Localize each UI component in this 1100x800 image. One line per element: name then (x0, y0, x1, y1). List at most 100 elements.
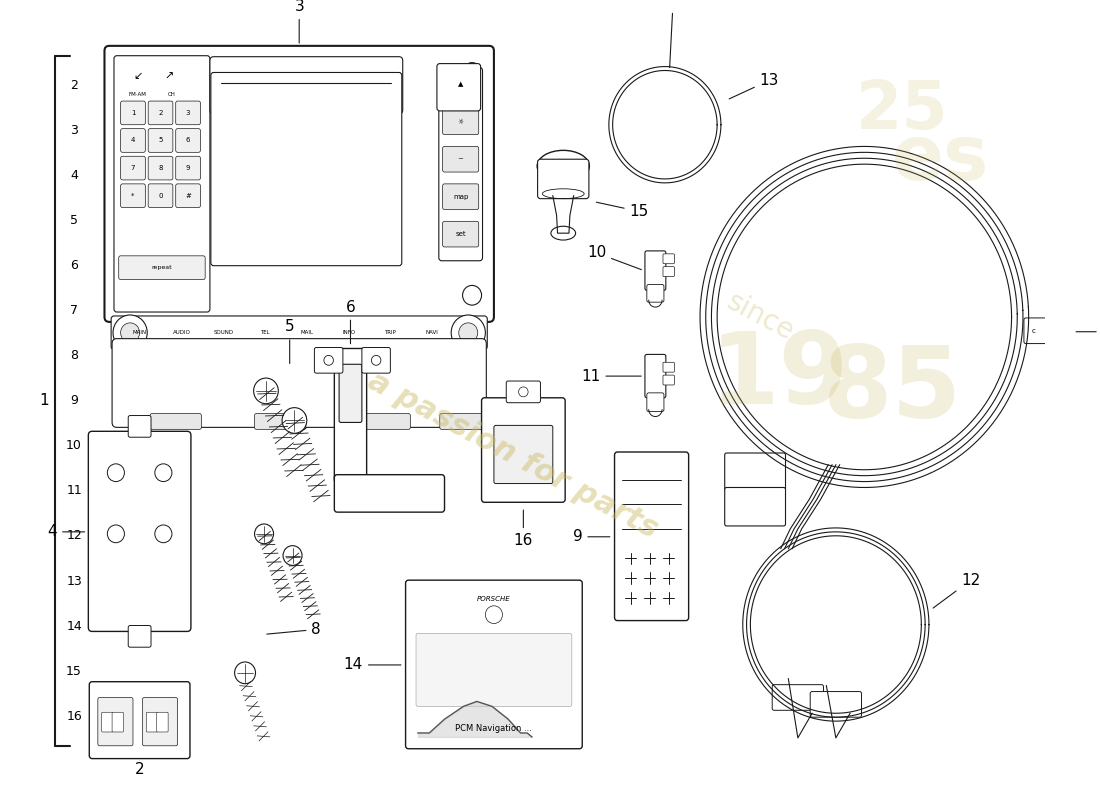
FancyBboxPatch shape (663, 362, 674, 372)
Text: 5: 5 (158, 138, 163, 143)
Text: set: set (455, 231, 466, 237)
FancyBboxPatch shape (176, 156, 200, 180)
Circle shape (121, 323, 140, 342)
Text: TEL: TEL (261, 330, 270, 335)
Text: PORSCHE: PORSCHE (477, 596, 510, 602)
Text: 15: 15 (596, 202, 649, 219)
Text: es: es (892, 122, 989, 196)
Text: 3: 3 (186, 110, 190, 116)
Text: CH: CH (168, 92, 176, 97)
FancyBboxPatch shape (146, 712, 157, 732)
Text: c: c (1032, 328, 1035, 334)
Circle shape (463, 286, 482, 305)
Circle shape (485, 606, 503, 623)
FancyBboxPatch shape (315, 347, 343, 373)
Text: 10: 10 (587, 246, 641, 270)
Text: AUDIO: AUDIO (173, 330, 190, 335)
FancyBboxPatch shape (772, 685, 824, 710)
Circle shape (518, 387, 528, 397)
Text: ~: ~ (458, 156, 463, 162)
Circle shape (108, 464, 124, 482)
FancyBboxPatch shape (121, 101, 145, 125)
Text: 7: 7 (131, 165, 135, 171)
Text: 11: 11 (581, 369, 641, 384)
Text: 13: 13 (729, 73, 779, 99)
FancyBboxPatch shape (148, 156, 173, 180)
Text: FM·AM: FM·AM (129, 92, 146, 97)
Text: 2: 2 (70, 78, 78, 92)
FancyBboxPatch shape (359, 414, 410, 430)
FancyBboxPatch shape (647, 393, 664, 411)
FancyBboxPatch shape (89, 682, 190, 758)
FancyBboxPatch shape (148, 101, 173, 125)
FancyBboxPatch shape (148, 184, 173, 207)
Text: a passion for parts: a passion for parts (363, 366, 663, 544)
Text: 4: 4 (70, 169, 78, 182)
FancyBboxPatch shape (129, 415, 151, 438)
FancyBboxPatch shape (615, 452, 689, 621)
Text: 9: 9 (573, 530, 609, 544)
FancyBboxPatch shape (176, 184, 200, 207)
Text: MAIL: MAIL (300, 330, 313, 335)
FancyBboxPatch shape (663, 254, 674, 264)
FancyBboxPatch shape (156, 712, 168, 732)
Circle shape (282, 408, 307, 434)
FancyBboxPatch shape (442, 222, 478, 247)
Text: 5: 5 (285, 319, 295, 363)
Text: 85: 85 (823, 342, 962, 439)
Circle shape (463, 62, 482, 82)
Text: 8: 8 (70, 349, 78, 362)
Text: 14: 14 (66, 619, 82, 633)
Circle shape (323, 355, 333, 366)
Text: map: map (453, 194, 469, 200)
FancyBboxPatch shape (442, 184, 478, 210)
Text: 16: 16 (66, 710, 82, 722)
FancyBboxPatch shape (129, 626, 151, 647)
FancyBboxPatch shape (114, 56, 210, 312)
Text: ▲: ▲ (458, 82, 463, 87)
FancyBboxPatch shape (334, 349, 366, 482)
Circle shape (372, 355, 381, 366)
Text: 6: 6 (186, 138, 190, 143)
Text: 8: 8 (158, 165, 163, 171)
FancyBboxPatch shape (406, 580, 582, 749)
FancyBboxPatch shape (1050, 318, 1075, 343)
FancyBboxPatch shape (538, 159, 588, 198)
FancyBboxPatch shape (439, 67, 483, 261)
FancyBboxPatch shape (98, 698, 133, 746)
Circle shape (155, 464, 172, 482)
Text: repeat: repeat (151, 265, 172, 270)
FancyBboxPatch shape (121, 184, 145, 207)
Text: 13: 13 (66, 574, 82, 587)
Text: 15: 15 (66, 665, 82, 678)
Text: 9: 9 (70, 394, 78, 407)
Circle shape (459, 323, 477, 342)
Text: *: * (131, 193, 134, 198)
Text: 4: 4 (47, 524, 85, 539)
Circle shape (254, 378, 278, 404)
Circle shape (283, 546, 302, 566)
Text: 4: 4 (131, 138, 135, 143)
Text: 6: 6 (70, 259, 78, 272)
FancyBboxPatch shape (494, 426, 553, 483)
Text: 11: 11 (66, 484, 82, 498)
Text: 2: 2 (158, 110, 163, 116)
FancyBboxPatch shape (148, 129, 173, 152)
Circle shape (234, 662, 255, 684)
FancyBboxPatch shape (143, 698, 177, 746)
Text: MAIN: MAIN (133, 330, 146, 335)
FancyBboxPatch shape (121, 156, 145, 180)
FancyBboxPatch shape (645, 354, 665, 398)
Text: TRIP: TRIP (384, 330, 396, 335)
Circle shape (108, 525, 124, 542)
FancyBboxPatch shape (362, 347, 390, 373)
Circle shape (117, 286, 135, 305)
Text: 8: 8 (267, 622, 321, 637)
Circle shape (117, 62, 135, 82)
FancyBboxPatch shape (437, 63, 481, 111)
FancyBboxPatch shape (101, 712, 113, 732)
Text: 3: 3 (295, 0, 304, 43)
FancyBboxPatch shape (111, 316, 487, 350)
Text: 12: 12 (933, 573, 980, 608)
FancyBboxPatch shape (440, 414, 491, 430)
